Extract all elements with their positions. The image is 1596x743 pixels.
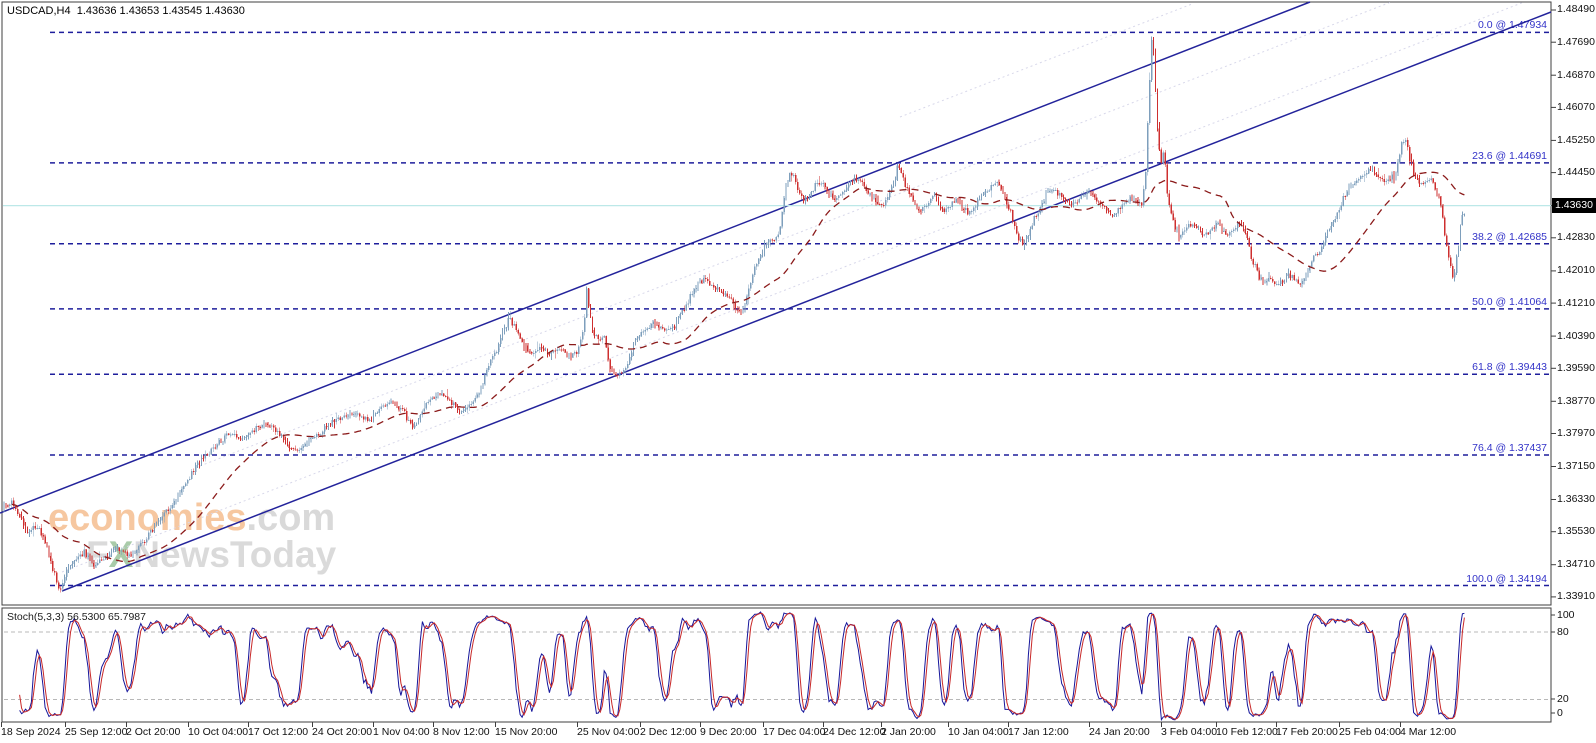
date-axis-label: 25 Sep 12:00 — [65, 726, 128, 738]
date-axis-label: 24 Dec 12:00 — [823, 726, 886, 738]
current-price-badge: 1.43630 — [1552, 198, 1596, 213]
date-axis-label: 15 Nov 20:00 — [495, 726, 558, 738]
date-axis-label: 17 Feb 20:00 — [1276, 726, 1338, 738]
fibonacci-level-label[interactable]: 76.4 @ 1.37437 — [1472, 442, 1547, 454]
date-axis-label: 9 Dec 20:00 — [700, 726, 757, 738]
fibonacci-level-label[interactable]: 38.2 @ 1.42685 — [1472, 231, 1547, 243]
price-axis-label: 1.47690 — [1557, 36, 1595, 48]
watermark-brand: economies.com — [48, 497, 336, 539]
date-axis-label: 17 Oct 12:00 — [248, 726, 309, 738]
price-axis-label: 1.38770 — [1557, 395, 1595, 407]
price-axis-label: 1.46070 — [1557, 101, 1595, 113]
date-axis-label: 1 Nov 04:00 — [373, 726, 430, 738]
stoch-scale-label: 80 — [1557, 626, 1569, 638]
price-axis-label: 1.36330 — [1557, 493, 1595, 505]
date-axis-label: 8 Nov 12:00 — [433, 726, 490, 738]
stoch-signal-value: 65.7987 — [108, 611, 146, 623]
moving-average-line[interactable] — [11, 171, 1465, 563]
price-axis-label: 1.48490 — [1557, 3, 1595, 15]
fibonacci-level-label[interactable]: 23.6 @ 1.44691 — [1472, 150, 1547, 162]
date-axis-label: 10 Feb 12:00 — [1216, 726, 1278, 738]
fibonacci-level-label[interactable]: 100.0 @ 1.34194 — [1466, 573, 1547, 585]
fibonacci-level-label[interactable]: 61.8 @ 1.39443 — [1472, 361, 1547, 373]
price-axis-label: 1.44450 — [1557, 166, 1595, 178]
date-axis-label: 3 Feb 04:00 — [1161, 726, 1218, 738]
price-axis-label: 1.42830 — [1557, 231, 1595, 243]
date-axis-label: 10 Jan 04:00 — [948, 726, 1009, 738]
price-axis-label: 1.42010 — [1557, 264, 1595, 276]
price-axis-label: 1.39590 — [1557, 362, 1595, 374]
date-axis-label: 24 Oct 20:00 — [312, 726, 373, 738]
date-axis-label: 4 Mar 12:00 — [1400, 726, 1457, 738]
price-axis-label: 1.37970 — [1557, 427, 1595, 439]
price-axis-label: 1.33910 — [1557, 590, 1595, 602]
date-axis-label: 18 Sep 2024 — [1, 726, 61, 738]
date-axis-label: 17 Jan 12:00 — [1008, 726, 1069, 738]
trend-channel-lines[interactable] — [0, 1, 1552, 592]
price-axis-label: 1.35530 — [1557, 525, 1595, 537]
axis-ticks — [1, 9, 1556, 727]
price-axis-label: 1.40390 — [1557, 330, 1595, 342]
date-axis-label: 2 Jan 20:00 — [881, 726, 936, 738]
price-axis-label: 1.46870 — [1557, 69, 1595, 81]
candlestick-series — [3, 36, 1466, 593]
stoch-scale-label: 20 — [1557, 693, 1569, 705]
panel-frames — [1, 1, 1552, 723]
fibonacci-level-label[interactable]: 0.0 @ 1.47934 — [1477, 19, 1547, 31]
symbol-timeframe: USDCAD,H4 — [7, 5, 71, 17]
stoch-scale-label: 0 — [1557, 707, 1563, 719]
date-axis-label: 10 Oct 04:00 — [188, 726, 249, 738]
date-axis-label: 24 Jan 20:00 — [1089, 726, 1150, 738]
stoch-main-value: 56.5300 — [67, 611, 106, 623]
date-axis-label: 2 Oct 20:00 — [126, 726, 181, 738]
chart-title: USDCAD,H4 1.43636 1.43653 1.43545 1.4363… — [7, 5, 245, 17]
date-axis-label: 25 Nov 04:00 — [577, 726, 640, 738]
fibonacci-lines[interactable] — [50, 31, 1551, 587]
fibonacci-level-label[interactable]: 50.0 @ 1.41064 — [1472, 296, 1547, 308]
ohlc-quote: 1.43636 1.43653 1.43545 1.43630 — [76, 5, 245, 17]
date-axis-label: 17 Dec 04:00 — [763, 726, 826, 738]
price-axis-label: 1.41210 — [1557, 297, 1595, 309]
date-axis-label: 25 Feb 04:00 — [1339, 726, 1401, 738]
date-axis-label: 2 Dec 12:00 — [640, 726, 697, 738]
price-axis-label: 1.34710 — [1557, 558, 1595, 570]
stoch-scale-label: 100 — [1557, 609, 1575, 621]
price-axis-label: 1.45250 — [1557, 134, 1595, 146]
price-axis-label: 1.37150 — [1557, 460, 1595, 472]
stochastic-lines — [19, 611, 1465, 722]
stochastic-indicator-label: Stoch(5,3,3) 56.5300 65.7987 — [7, 611, 146, 623]
